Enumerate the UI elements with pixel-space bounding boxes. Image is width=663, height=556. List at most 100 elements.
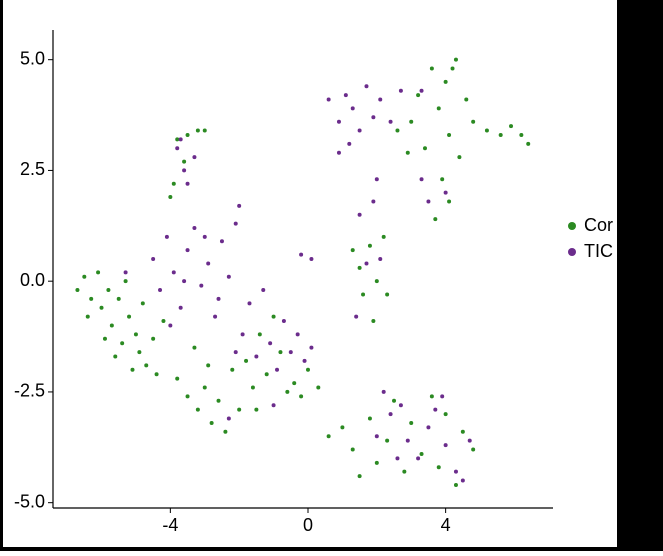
point [271, 314, 276, 319]
point [133, 332, 138, 337]
point [219, 239, 224, 244]
point [230, 367, 235, 372]
point [357, 474, 362, 479]
point [426, 425, 431, 430]
point [450, 66, 455, 71]
x-tick-label: 4 [441, 515, 451, 535]
point [82, 274, 87, 279]
point [237, 407, 242, 412]
point [453, 469, 458, 474]
point [292, 381, 297, 386]
point [471, 119, 476, 124]
point [526, 141, 531, 146]
point [271, 403, 276, 408]
point [388, 412, 393, 417]
point [195, 128, 200, 133]
point [140, 301, 145, 306]
point [316, 385, 321, 390]
point [99, 305, 104, 310]
point [409, 119, 414, 124]
point [443, 443, 448, 448]
frame-bottom [0, 547, 663, 551]
point [426, 199, 431, 204]
point [498, 132, 503, 137]
point [206, 261, 211, 266]
point [247, 301, 252, 306]
point [206, 363, 211, 368]
point [185, 132, 190, 137]
point [116, 296, 121, 301]
point [233, 221, 238, 226]
point [374, 460, 379, 465]
point [447, 199, 452, 204]
point [357, 212, 362, 217]
point [402, 469, 407, 474]
point [464, 97, 469, 102]
legend-label: Cor [584, 215, 613, 235]
y-tick-label: 0.0 [20, 270, 45, 290]
point [374, 279, 379, 284]
point [96, 270, 101, 275]
point [460, 429, 465, 434]
point [250, 385, 255, 390]
point [285, 389, 290, 394]
point [175, 137, 180, 142]
point [385, 438, 390, 443]
point [453, 482, 458, 487]
point [395, 128, 400, 133]
point [371, 199, 376, 204]
point [85, 314, 90, 319]
point [419, 451, 424, 456]
point [209, 420, 214, 425]
point [443, 79, 448, 84]
point [367, 243, 372, 248]
point [182, 168, 187, 173]
point [175, 376, 180, 381]
x-tick-label: -4 [162, 515, 178, 535]
point [182, 279, 187, 284]
point [378, 97, 383, 102]
point [164, 234, 169, 239]
point [185, 181, 190, 186]
point [374, 434, 379, 439]
point [381, 389, 386, 394]
point [161, 319, 166, 324]
point [398, 88, 403, 93]
point [361, 292, 366, 297]
point [419, 177, 424, 182]
point [340, 425, 345, 430]
point [440, 177, 445, 182]
point [378, 257, 383, 262]
point [171, 181, 176, 186]
point [130, 367, 135, 372]
point [109, 323, 114, 328]
y-tick-label: 5.0 [20, 48, 45, 68]
point [371, 319, 376, 324]
point [240, 332, 245, 337]
point [213, 314, 218, 319]
point [409, 420, 414, 425]
point [199, 283, 204, 288]
point [364, 261, 369, 266]
point [484, 128, 489, 133]
point [416, 93, 421, 98]
point [299, 252, 304, 257]
point [453, 57, 458, 62]
y-tick-label: 2.5 [20, 159, 45, 179]
point [385, 292, 390, 297]
point [326, 434, 331, 439]
point [471, 447, 476, 452]
point [281, 319, 286, 324]
point [106, 288, 111, 293]
point [123, 279, 128, 284]
point [295, 332, 300, 337]
point [195, 407, 200, 412]
point [388, 119, 393, 124]
point [120, 341, 125, 346]
point [381, 234, 386, 239]
point [216, 296, 221, 301]
point [278, 350, 283, 355]
point [178, 305, 183, 310]
